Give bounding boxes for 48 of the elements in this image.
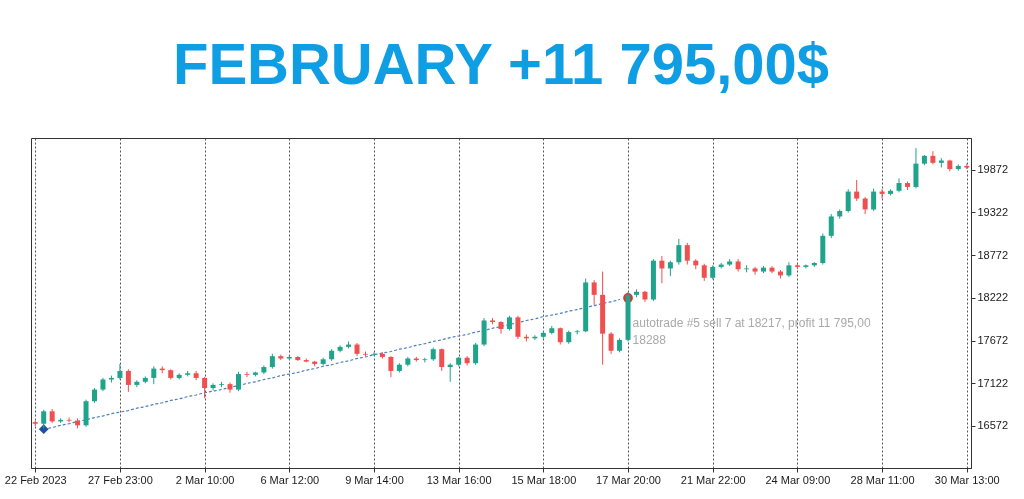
candlestick [684, 242, 690, 266]
chart-title: FEBRUARY +11 795,00$ [172, 31, 830, 96]
candlestick [845, 188, 851, 214]
candlestick [515, 315, 521, 340]
candlestick [371, 351, 377, 357]
candlestick [202, 376, 208, 399]
candlestick [388, 355, 394, 378]
candlestick [125, 368, 131, 393]
x-tick-label: 22 Feb 2023 [4, 473, 67, 486]
candlestick [439, 347, 445, 372]
y-tick-label: 19872 [977, 163, 1009, 176]
x-tick-label: 15 Mar 18:00 [511, 473, 577, 486]
candlestick [828, 213, 834, 239]
candlestick [591, 279, 597, 306]
candlestick [913, 147, 919, 189]
y-tick-label: 18772 [977, 248, 1009, 261]
x-tick-label: 9 Mar 14:00 [345, 473, 404, 486]
candlestick [235, 371, 241, 392]
candlestick [608, 331, 614, 355]
annotation: autotrade #5 sell 7 at 18217, profit 11 795,00 18288 [632, 315, 871, 347]
candlestick [871, 187, 877, 212]
y-tick-label: 18222 [977, 291, 1009, 304]
x-tick-label: 2 Mar 10:00 [175, 473, 235, 486]
candlestick [659, 255, 665, 284]
candlestick [498, 320, 504, 335]
candlestick [244, 371, 250, 378]
x-tick-label: 6 Mar 12:00 [260, 473, 320, 486]
x-tick-label: 13 Mar 16:00 [426, 473, 492, 486]
candlestick [117, 363, 123, 380]
x-tick-label: 24 Mar 09:00 [765, 473, 831, 486]
candlestick [210, 382, 216, 391]
y-tick-label: 17122 [977, 376, 1009, 389]
y-tick-label: 16572 [977, 419, 1009, 432]
candlestick [473, 342, 479, 366]
y-tick-label: 17672 [977, 334, 1009, 346]
candlestick [134, 379, 140, 388]
candlestick [752, 266, 758, 276]
x-tick-label: 17 Mar 20:00 [596, 473, 661, 486]
y-tick-label: 19322 [977, 205, 1009, 218]
x-tick-label: 28 Mar 11:00 [850, 473, 915, 486]
candlestick [854, 179, 860, 202]
x-tick-label: 30 Mar 13:00 [934, 473, 1000, 486]
candlestick [66, 417, 72, 423]
x-tick-label: 27 Feb 23:00 [88, 473, 153, 486]
candlestick [930, 150, 936, 165]
x-tick-label: 21 Mar 22:00 [680, 473, 746, 486]
candlestick [464, 355, 470, 367]
candlestick [676, 238, 682, 266]
